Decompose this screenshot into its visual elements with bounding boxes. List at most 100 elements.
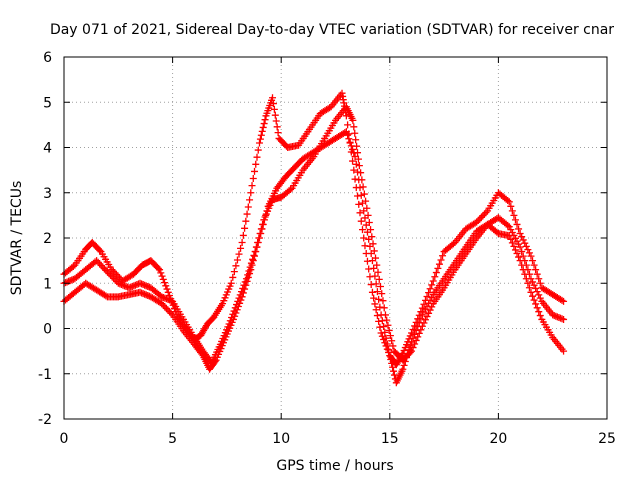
data-point [238, 293, 246, 301]
data-point [389, 363, 397, 371]
data-point [521, 270, 529, 278]
grid [64, 57, 607, 419]
data-point [374, 268, 382, 276]
data-point [260, 120, 268, 128]
data-point [530, 261, 538, 269]
data-point [261, 116, 269, 124]
data-point [473, 218, 481, 226]
data-point [233, 306, 241, 314]
data-point [349, 157, 357, 165]
data-point [162, 282, 170, 290]
x-axis-label: GPS time / hours [276, 458, 393, 474]
data-point [167, 309, 175, 317]
data-point [161, 303, 169, 311]
data-point [516, 229, 524, 237]
data-point [414, 323, 422, 331]
data-point [530, 296, 538, 304]
data-point [474, 217, 482, 225]
data-point [536, 312, 544, 320]
data-point [110, 274, 118, 282]
data-point [356, 209, 364, 217]
data-point [154, 264, 162, 272]
data-point [516, 243, 524, 251]
data-point [428, 281, 436, 289]
data-point [257, 229, 265, 237]
data-point [233, 256, 241, 264]
data-point [390, 367, 398, 375]
data-point [355, 200, 363, 208]
data-point [527, 288, 535, 296]
data-point [356, 184, 364, 192]
data-point [260, 216, 268, 224]
data-point [248, 261, 256, 269]
data-point [532, 284, 540, 292]
data-point [432, 269, 440, 277]
data-point [533, 304, 541, 312]
data-point [198, 350, 206, 358]
data-point [429, 277, 437, 285]
data-point [102, 292, 110, 300]
data-point [230, 268, 238, 276]
data-point [269, 100, 277, 108]
data-point [535, 291, 543, 299]
data-point [257, 131, 265, 139]
data-point [363, 228, 371, 236]
data-point [385, 326, 393, 334]
data-point [384, 321, 392, 329]
data-point [371, 300, 379, 308]
data-point [530, 281, 538, 289]
data-point [349, 145, 357, 153]
data-point [508, 207, 516, 215]
data-point [164, 288, 172, 296]
data-point [522, 275, 530, 283]
data-point [373, 261, 381, 269]
data-point [244, 203, 252, 211]
data-point [382, 334, 390, 342]
plot-frame [63, 56, 608, 420]
data-point [521, 239, 529, 247]
data-point [252, 248, 260, 256]
data-point [504, 197, 512, 205]
data-point [350, 123, 358, 131]
data-point [516, 257, 524, 265]
y-tick-label: 6 [43, 50, 52, 66]
data-point [510, 211, 518, 219]
y-tick-label: -1 [38, 367, 52, 383]
data-point [231, 312, 239, 320]
data-point [529, 292, 537, 300]
data-point [251, 252, 259, 260]
data-point [513, 250, 521, 258]
data-point [560, 315, 568, 323]
data-point [274, 129, 282, 137]
data-point [162, 304, 170, 312]
data-point [253, 153, 261, 161]
data-point [409, 334, 417, 342]
data-point [344, 121, 352, 129]
data-point [406, 342, 414, 350]
data-point [505, 198, 513, 206]
data-point [508, 239, 516, 247]
data-point [94, 258, 102, 266]
data-point [378, 332, 386, 340]
data-point [157, 269, 165, 277]
x-tick-label: 25 [598, 431, 616, 447]
data-point [161, 279, 169, 287]
data-point [367, 250, 375, 258]
data-point [379, 297, 387, 305]
data-point [163, 285, 171, 293]
data-point [114, 272, 122, 280]
data-point [423, 313, 431, 321]
data-point [383, 340, 391, 348]
chart-title: Day 071 of 2021, Sidereal Day-to-day VTE… [50, 22, 614, 38]
data-point [350, 149, 358, 157]
data-point [352, 136, 360, 144]
data-point [252, 160, 260, 168]
data-point [211, 357, 219, 365]
y-tick-label: 2 [43, 231, 52, 247]
data-point [238, 239, 246, 247]
data-point [256, 135, 264, 143]
data-point [263, 207, 271, 215]
data-point [372, 280, 380, 288]
data-point [366, 242, 374, 250]
data-point [271, 111, 279, 119]
